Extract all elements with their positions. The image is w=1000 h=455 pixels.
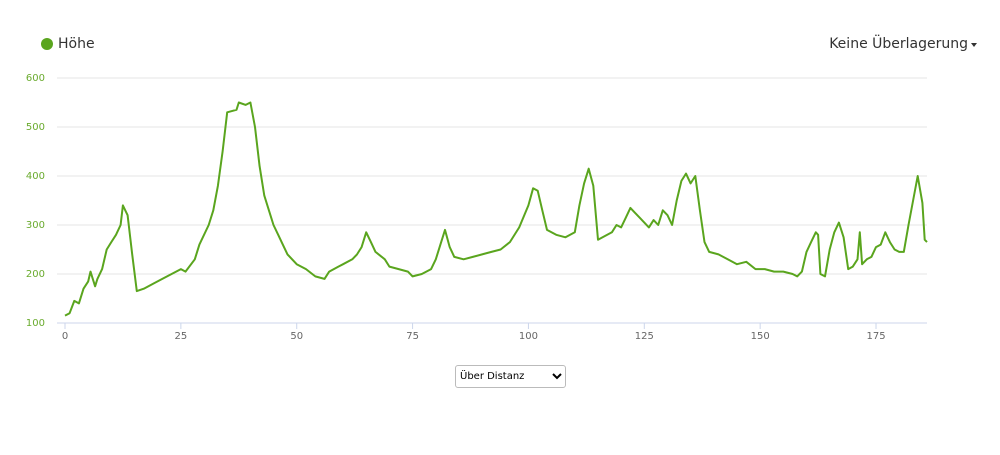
- dropdown-arrow: [971, 43, 977, 47]
- x-tick-label: 100: [519, 331, 538, 342]
- legend[interactable]: Höhe: [41, 36, 95, 52]
- elevation-line: [64, 101, 928, 317]
- y-tick-label: 500: [26, 122, 45, 133]
- overlay-menu[interactable]: Keine Überlagerung: [829, 36, 978, 52]
- y-tick-label: 300: [26, 220, 45, 231]
- x-tick-label: 0: [62, 331, 68, 342]
- y-tick-label: 400: [26, 171, 45, 182]
- legend-swatch: [41, 38, 53, 50]
- legend-label: Höhe: [58, 36, 95, 52]
- x-mode-select[interactable]: Über Distanz: [455, 365, 566, 388]
- y-tick-label: 200: [26, 269, 45, 280]
- overlay-label: Keine Überlagerung: [829, 36, 968, 52]
- x-tick-label: 150: [751, 331, 770, 342]
- x-tick-label: 175: [866, 331, 885, 342]
- x-tick-label: 125: [635, 331, 654, 342]
- y-tick-label: 100: [26, 318, 45, 329]
- x-tick-label: 50: [290, 331, 303, 342]
- x-tick-label: 25: [174, 331, 187, 342]
- x-tick-label: 75: [406, 331, 419, 342]
- y-tick-label: 600: [26, 73, 45, 84]
